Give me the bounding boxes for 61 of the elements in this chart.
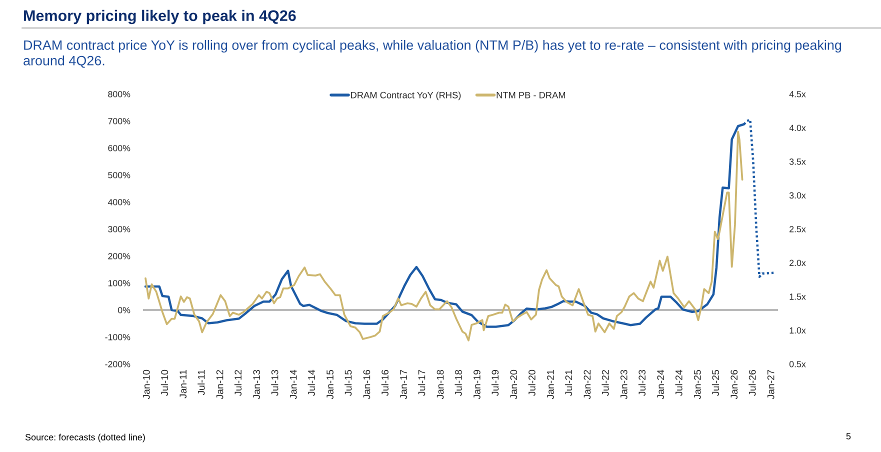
- x-tick-label: Jul-19: [491, 370, 499, 396]
- x-tick-label: Jan-18: [436, 370, 444, 400]
- x-tick-label: Jul-10: [160, 370, 168, 396]
- x-tick-label: Jul-16: [381, 370, 388, 396]
- x-tick-label: Jan-20: [510, 370, 518, 400]
- y2-tick-label: 2.0x: [790, 260, 806, 266]
- x-tick-label: Jan-23: [620, 370, 628, 400]
- y-tick-label: 100%: [108, 280, 130, 286]
- y2-tick-label: 0.5x: [789, 361, 806, 368]
- y2-tick-label: 4.0x: [789, 124, 806, 132]
- x-tick-label: Jan-25: [694, 370, 701, 400]
- y2-tick-label: 4.5x: [789, 91, 806, 98]
- y-tick-label: 800%: [108, 91, 130, 98]
- y-tick-label: -100%: [105, 334, 130, 340]
- x-tick-label: Jul-24: [675, 370, 682, 396]
- x-tick-label: Jul-14: [308, 370, 315, 396]
- x-tick-label: Jan-13: [253, 370, 260, 400]
- chart-title: Memory pricing likely to peak in 4Q26: [24, 10, 296, 24]
- y2-tick-label: 3.5x: [789, 158, 806, 165]
- x-tick-label: Jul-23: [638, 370, 646, 396]
- x-tick-label: Jan-17: [400, 370, 407, 400]
- y-tick-label: 600%: [108, 145, 130, 152]
- x-tick-label: Jan-22: [584, 370, 591, 400]
- source-note: Source: forecasts (dotted line): [25, 434, 145, 442]
- y-tick-label: -200%: [105, 361, 130, 368]
- x-tick-label: Jul-18: [454, 370, 462, 396]
- y2-tick-label: 2.5x: [790, 226, 806, 232]
- x-tick-label: Jul-12: [234, 370, 242, 396]
- y-tick-label: 0%: [118, 307, 130, 314]
- y-tick-label: 400%: [108, 199, 130, 206]
- x-tick-label: Jan-11: [180, 370, 187, 398]
- x-tick-label: Jan-10: [142, 370, 150, 400]
- y2-tick-label: 1.0x: [790, 327, 806, 334]
- x-tick-label: Jan-19: [474, 370, 480, 400]
- y-tick-label: 300%: [108, 226, 130, 232]
- x-tick-label: Jan-26: [730, 370, 738, 400]
- y2-tick-label: 1.5x: [790, 294, 806, 300]
- x-tick-label: Jul-20: [528, 370, 536, 396]
- x-tick-label: Jan-16: [363, 370, 370, 400]
- x-tick-label: Jul-26: [748, 370, 756, 396]
- x-tick-label: Jul-25: [712, 370, 720, 396]
- y-tick-label: 700%: [108, 118, 130, 124]
- x-tick-label: Jul-11: [198, 370, 205, 396]
- x-tick-label: Jan-27: [767, 370, 774, 400]
- x-tick-label: Jul-15: [344, 370, 352, 396]
- x-tick-label: Jan-21: [547, 370, 554, 400]
- text: 5: [846, 433, 851, 440]
- legend-label: DRAM Contract YoY (RHS): [351, 92, 461, 100]
- x-tick-label: Jul-21: [564, 370, 572, 396]
- x-tick-label: Jul-13: [271, 370, 278, 396]
- legend-label: NTM PB - DRAM: [496, 92, 566, 98]
- x-tick-label: Jan-12: [216, 370, 224, 400]
- x-tick-label: Jan-24: [657, 370, 664, 400]
- x-tick-label: Jul-22: [602, 370, 609, 396]
- y-tick-label: 200%: [108, 253, 130, 260]
- x-tick-label: Jan-14: [290, 370, 297, 400]
- chart-subtitle: DRAM contract price YoY is rolling over from cyclical peaks, while valuation (NTM P/B) has yet to re-rate – consistent with pricing peaking around 4Q26.: [24, 40, 842, 68]
- x-tick-label: Jan-15: [326, 370, 334, 400]
- y-tick-label: 500%: [108, 172, 130, 178]
- x-tick-label: Jul-17: [418, 370, 426, 396]
- y2-tick-label: 3.0x: [789, 192, 806, 199]
